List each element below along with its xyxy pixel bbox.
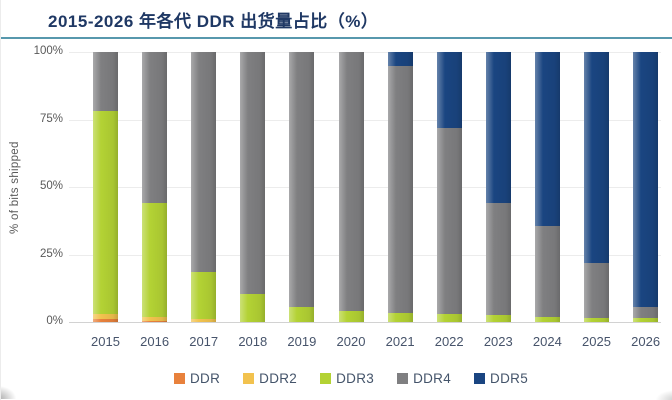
stacked-bar-2015 — [93, 52, 118, 322]
chart-title: 2015-2026 年各代 DDR 出货量占比（%） — [48, 12, 379, 31]
stacked-bar-2025 — [584, 52, 609, 322]
segment-ddr4-2015 — [93, 52, 118, 112]
legend-swatch-ddr2 — [243, 373, 255, 384]
segment-ddr3-2022 — [436, 313, 462, 322]
segment-ddr4-2024 — [534, 226, 560, 317]
legend-label-ddr3: DDR3 — [336, 371, 375, 386]
segment-ddr4-2022 — [436, 127, 462, 314]
title-divider-line — [1, 37, 672, 39]
x-tick-label-2025: 2025 — [582, 334, 611, 349]
gridline-50 — [69, 187, 661, 188]
segment-ddr3-2015 — [93, 111, 118, 314]
x-tick-label-2017: 2017 — [189, 334, 219, 349]
stacked-bar-2019 — [289, 52, 315, 322]
stacked-bar-2021 — [387, 52, 413, 322]
segment-ddr4-2019 — [289, 52, 315, 308]
x-tick-label-2024: 2024 — [532, 334, 562, 349]
segment-ddr3-2019 — [289, 307, 315, 322]
segment-ddr5-2021 — [387, 52, 413, 66]
stacked-bar-2017 — [191, 52, 217, 322]
legend-label-ddr5: DDR5 — [490, 371, 529, 386]
segment-ddr5-2024 — [534, 52, 560, 227]
corner-shadow-left — [1, 386, 16, 399]
segment-ddr5-2022 — [436, 52, 462, 128]
segment-ddr2-2015 — [93, 313, 118, 320]
stacked-bar-2026 — [633, 52, 659, 322]
segment-ddr-2016 — [142, 320, 168, 322]
stacked-bar-2018 — [240, 52, 266, 322]
x-tick-label-2026: 2026 — [631, 334, 661, 349]
legend-label-ddr: DDR — [189, 371, 221, 386]
segment-ddr3-2021 — [387, 312, 413, 322]
segment-ddr3-2017 — [191, 272, 217, 320]
stacked-bar-2023 — [485, 52, 511, 322]
segment-ddr4-2017 — [191, 52, 217, 273]
segment-ddr4-2025 — [584, 262, 609, 318]
gridline-75 — [69, 119, 661, 121]
x-tick-label-2021: 2021 — [385, 334, 415, 349]
segment-ddr3-2016 — [142, 203, 168, 317]
stacked-bar-2016 — [142, 52, 168, 322]
segment-ddr3-2023 — [485, 315, 511, 322]
segment-ddr4-2016 — [142, 52, 168, 204]
legend: DDR DDR2 DDR3 DDR4 DDR5 — [15, 371, 672, 386]
segment-ddr3-2020 — [338, 311, 364, 322]
segment-ddr4-2021 — [387, 65, 413, 313]
segment-ddr2-2017 — [191, 319, 217, 322]
stacked-bar-2024 — [534, 52, 560, 322]
x-axis-line — [69, 322, 661, 323]
y-tick-label: 75% — [39, 112, 63, 125]
stacked-bar-2022 — [436, 52, 462, 322]
x-tick-label-2016: 2016 — [140, 334, 170, 349]
segment-ddr4-2018 — [240, 52, 266, 294]
segment-ddr5-2025 — [584, 52, 609, 263]
stacked-bar-2020 — [338, 52, 364, 322]
segment-ddr4-2023 — [485, 203, 511, 316]
segment-ddr4-2020 — [338, 52, 364, 312]
segment-ddr5-2023 — [485, 52, 511, 204]
y-tick-label: 100% — [33, 45, 63, 57]
x-tick-label-2018: 2018 — [238, 334, 268, 349]
legend-swatch-ddr — [173, 373, 185, 384]
x-tick-label-2023: 2023 — [483, 334, 513, 349]
y-tick-label: 25% — [39, 247, 63, 260]
segment-ddr2-2016 — [142, 316, 168, 321]
segment-ddr3-2025 — [584, 317, 609, 322]
legend-item-ddr2: DDR2 — [243, 371, 297, 386]
legend-item-ddr5: DDR5 — [474, 371, 528, 386]
corner-shadow-right — [656, 390, 672, 400]
legend-item-ddr3: DDR3 — [320, 371, 374, 386]
x-tick-label-2020: 2020 — [336, 334, 366, 349]
y-tick-label: 50% — [39, 180, 63, 192]
segment-ddr4-2026 — [633, 307, 659, 318]
legend-label-ddr4: DDR4 — [413, 371, 452, 386]
x-tick-label-2019: 2019 — [287, 334, 317, 349]
legend-swatch-ddr5 — [474, 373, 486, 384]
segment-ddr3-2018 — [240, 293, 266, 322]
legend-swatch-ddr3 — [320, 373, 332, 384]
segment-ddr-2015 — [93, 319, 118, 322]
legend-item-ddr: DDR — [173, 371, 221, 386]
x-tick-label-2015: 2015 — [91, 334, 120, 349]
x-tick-label-2022: 2022 — [434, 334, 464, 349]
gridline-25 — [69, 254, 661, 256]
segment-ddr3-2026 — [633, 317, 659, 322]
legend-item-ddr4: DDR4 — [397, 371, 451, 386]
segment-ddr3-2024 — [534, 316, 560, 322]
legend-label-ddr2: DDR2 — [259, 371, 298, 386]
gridline-100 — [69, 52, 661, 53]
segment-ddr5-2026 — [633, 52, 659, 308]
plot-area — [69, 52, 661, 323]
y-tick-label: 0% — [46, 315, 63, 327]
legend-swatch-ddr4 — [397, 373, 409, 384]
